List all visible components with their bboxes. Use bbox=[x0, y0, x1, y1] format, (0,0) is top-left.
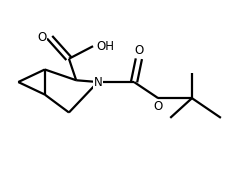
Text: N: N bbox=[93, 76, 102, 88]
Text: OH: OH bbox=[96, 40, 114, 53]
Text: O: O bbox=[38, 31, 47, 44]
Text: O: O bbox=[153, 100, 163, 113]
Text: O: O bbox=[134, 44, 143, 57]
